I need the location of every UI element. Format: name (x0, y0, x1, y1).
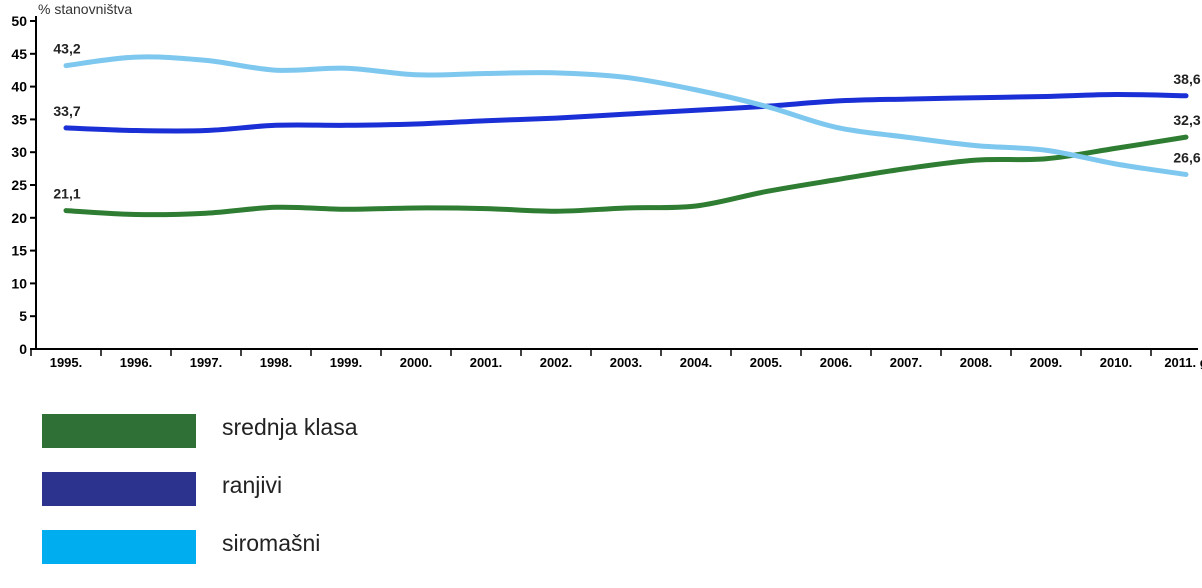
x-tick-label: 2000. (400, 355, 433, 370)
y-tick-label: 15 (11, 243, 27, 259)
data-label: 21,1 (53, 186, 80, 202)
y-axis-label: % stanovništva (38, 1, 132, 17)
y-ticks: 0 5 10 15 20 25 30 35 40 45 50 (11, 13, 36, 357)
line-chart: % stanovništva 0 5 10 15 20 25 30 35 40 45 50 1995… (11, 1, 1202, 370)
y-tick-label: 0 (19, 341, 27, 357)
data-label: 43,2 (53, 41, 80, 57)
x-tick-label: 2004. (680, 355, 713, 370)
x-tick-label: 1997. (190, 355, 223, 370)
y-tick-label: 10 (11, 275, 27, 291)
data-label: 33,7 (53, 103, 80, 119)
x-tick-label: 2010. (1100, 355, 1133, 370)
x-tick-label: 2007. (890, 355, 923, 370)
x-tick-label: 2009. (1030, 355, 1063, 370)
y-tick-label: 25 (11, 177, 27, 193)
y-tick-label: 50 (11, 13, 27, 29)
data-label: 32,3 (1173, 112, 1200, 128)
data-label: 38,6 (1173, 71, 1200, 87)
x-tick-label: 2005. (750, 355, 783, 370)
legend-swatch-srednja-klasa (42, 414, 196, 448)
x-tick-label: 1999. (330, 355, 363, 370)
series-line-ranjivi (63, 91, 1189, 134)
x-tick-label: 1995. (50, 355, 83, 370)
x-tick-label: 1998. (260, 355, 293, 370)
y-tick-label: 40 (11, 79, 27, 95)
y-tick-label: 30 (11, 144, 27, 160)
series-line-siromašni (63, 54, 1189, 178)
data-label: 26,6 (1173, 150, 1200, 166)
legend-label-siromasni: siromašni (222, 530, 321, 556)
y-tick-label: 35 (11, 111, 27, 127)
legend-swatch-ranjivi (42, 472, 196, 506)
legend-label-srednja-klasa: srednja klasa (222, 414, 358, 440)
x-tick-label: 2008. (960, 355, 993, 370)
x-tick-label: 2001. (470, 355, 503, 370)
x-tick-label: 2003. (610, 355, 643, 370)
x-tick-label: 2002. (540, 355, 573, 370)
x-tick-label: 1996. (120, 355, 153, 370)
x-ticks: 1995. 1996. 1997. 1998. 1999. 2000. 2001. 2002.… (30, 349, 1202, 370)
y-tick-label: 5 (19, 308, 27, 324)
data-labels: 21,1 32,3 33,7 38,6 43,2 26,6 (53, 41, 1200, 202)
legend-label-ranjivi: ranjivi (222, 472, 283, 498)
y-tick-label: 20 (11, 210, 27, 226)
series-line-srednja-klasa (63, 134, 1189, 218)
y-tick-label: 45 (11, 46, 27, 62)
series-lines (63, 54, 1189, 218)
legend-swatch-siromasni (42, 530, 196, 564)
x-tick-label: 2011. g (1164, 355, 1202, 370)
axes (35, 16, 1198, 350)
x-tick-label: 2006. (820, 355, 853, 370)
